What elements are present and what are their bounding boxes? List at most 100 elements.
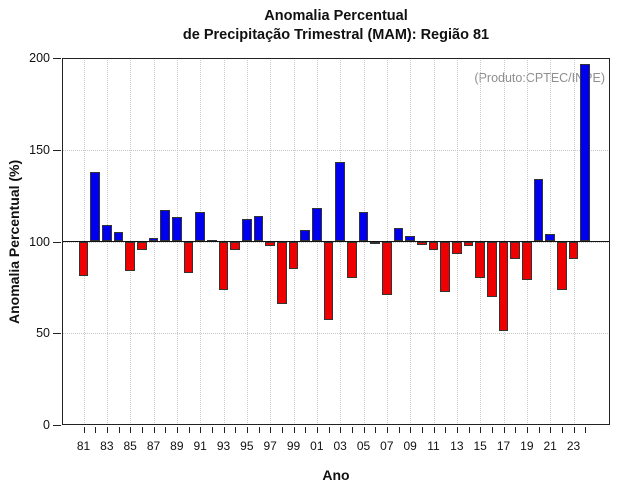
y-tick xyxy=(53,333,61,335)
y-tick xyxy=(53,425,61,426)
x-tick xyxy=(573,426,575,433)
bar-98 xyxy=(277,241,287,304)
x-tick xyxy=(153,426,155,433)
bar-82 xyxy=(90,171,100,242)
x-tick-label: 13 xyxy=(450,439,464,453)
x-tick xyxy=(585,426,587,433)
bar-03 xyxy=(335,161,345,242)
x-tick-label: 23 xyxy=(566,439,581,453)
x-tick-label: 95 xyxy=(240,439,254,453)
producer-watermark: (Produto:CPTEC/INPE) xyxy=(474,71,605,85)
x-tick xyxy=(375,426,377,433)
x-tick xyxy=(386,426,388,433)
x-tick xyxy=(281,426,283,433)
x-tick xyxy=(200,426,202,433)
x-tick xyxy=(293,426,295,433)
x-tick-label: 11 xyxy=(427,439,440,453)
x-tick-label: 97 xyxy=(263,439,277,453)
x-tick xyxy=(305,426,307,433)
chart-title-line-1: Anomalia Percentual xyxy=(264,8,408,24)
x-tick xyxy=(538,426,540,433)
x-tick-label: 83 xyxy=(100,439,114,453)
x-tick-label: 21 xyxy=(543,439,557,453)
x-tick xyxy=(223,426,225,433)
y-tick-label: 150 xyxy=(29,142,50,157)
bar-00 xyxy=(300,229,310,242)
x-tick xyxy=(550,426,552,433)
bar-24 xyxy=(580,63,590,242)
x-tick xyxy=(188,426,190,433)
x-tick-label: 17 xyxy=(496,439,511,453)
x-tick-label: 09 xyxy=(403,439,417,453)
x-tick xyxy=(118,426,120,433)
x-tick xyxy=(235,426,237,433)
bar-94 xyxy=(230,241,240,250)
x-tick-label: 19 xyxy=(520,439,534,453)
bar-07 xyxy=(382,241,392,295)
x-tick xyxy=(526,426,528,433)
plot-frame xyxy=(62,58,610,425)
h-gridline xyxy=(62,241,610,243)
y-tick-label: 100 xyxy=(29,234,50,249)
x-tick xyxy=(141,426,143,433)
x-tick-label: 89 xyxy=(170,439,184,453)
x-tick xyxy=(480,426,482,433)
x-tick xyxy=(316,426,318,433)
bar-96 xyxy=(253,215,264,242)
x-tick xyxy=(445,426,447,433)
bar-89 xyxy=(172,216,182,242)
x-tick-label: 87 xyxy=(146,439,161,453)
bar-21 xyxy=(545,234,555,242)
x-tick xyxy=(246,426,248,433)
x-tick xyxy=(433,426,435,433)
x-axis-label: Ano xyxy=(322,467,350,483)
bar-85 xyxy=(125,241,135,271)
bar-08 xyxy=(393,227,404,242)
x-tick xyxy=(421,426,423,433)
x-tick-label: 03 xyxy=(333,439,347,453)
x-tick xyxy=(561,426,563,433)
y-tick xyxy=(53,241,61,243)
x-tick-label: 91 xyxy=(193,439,207,453)
x-tick-label: 85 xyxy=(123,439,137,453)
x-tick xyxy=(456,426,458,433)
x-tick-label: 99 xyxy=(286,439,301,453)
bar-20 xyxy=(533,179,544,242)
x-tick-label: 15 xyxy=(473,439,487,453)
x-tick xyxy=(270,426,272,433)
h-gridline xyxy=(62,149,610,151)
x-tick xyxy=(503,426,505,433)
x-tick-label: 05 xyxy=(356,439,371,453)
x-tick xyxy=(351,426,353,433)
bar-90 xyxy=(183,241,194,273)
y-tick-label: 200 xyxy=(29,51,50,65)
bar-12 xyxy=(440,241,450,292)
bar-18 xyxy=(510,241,520,259)
bar-11 xyxy=(428,241,439,250)
x-tick xyxy=(363,426,365,433)
x-tick-label: 81 xyxy=(76,439,91,453)
x-tick xyxy=(398,426,400,433)
y-tick-label: 0 xyxy=(43,418,50,432)
x-tick xyxy=(211,426,213,433)
x-tick-label: 01 xyxy=(310,439,324,453)
x-tick xyxy=(258,426,260,433)
bar-01 xyxy=(312,208,322,242)
x-tick xyxy=(165,426,167,433)
x-tick-label: 93 xyxy=(216,439,231,453)
x-tick xyxy=(176,426,178,433)
x-tick xyxy=(130,426,132,433)
x-tick xyxy=(468,426,470,433)
x-tick-label: 07 xyxy=(380,439,394,453)
x-tick xyxy=(515,426,517,433)
chart-title-line-2: de Precipitação Trimestral (MAM): Região… xyxy=(182,27,490,43)
y-tick xyxy=(53,149,61,151)
x-tick xyxy=(340,426,342,433)
bar-84 xyxy=(113,232,124,242)
bar-86 xyxy=(137,241,147,250)
x-tick xyxy=(491,426,493,433)
x-tick xyxy=(83,426,85,433)
h-gridline xyxy=(62,333,610,335)
x-tick xyxy=(410,426,412,433)
